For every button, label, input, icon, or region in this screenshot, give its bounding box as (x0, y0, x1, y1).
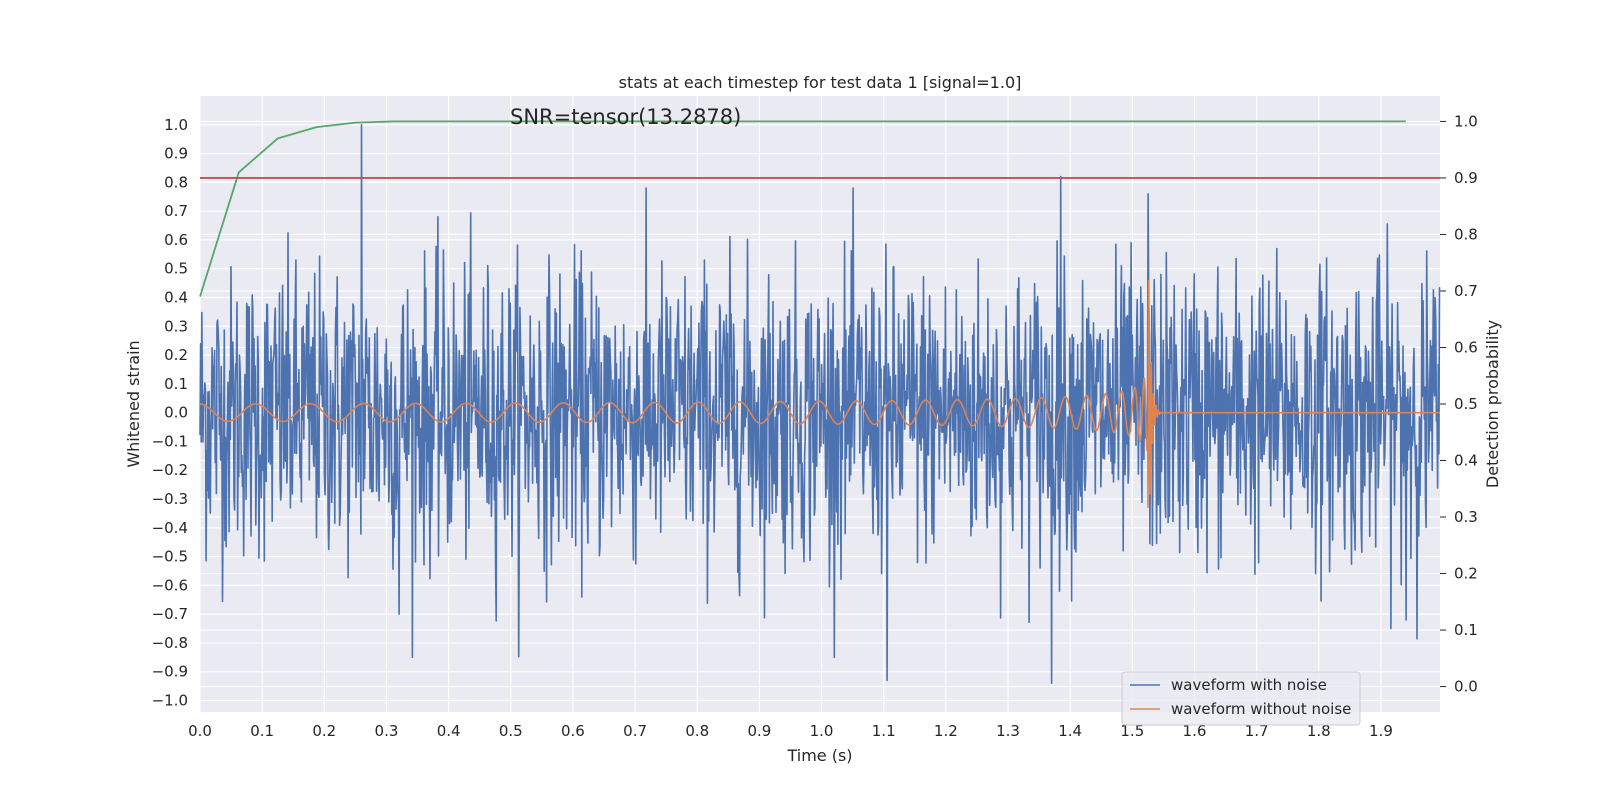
legend-label-clean: waveform without noise (1171, 700, 1351, 718)
y-tick-label: −0.6 (152, 576, 188, 594)
x-tick-label: 1.7 (1245, 722, 1269, 740)
y-tick-label: −0.8 (152, 634, 188, 652)
y-tick-label: 0.7 (164, 202, 188, 220)
y-tick-label: −0.2 (152, 461, 188, 479)
y-tick-label: 0.1 (164, 375, 188, 393)
x-tick-label: 0.8 (685, 722, 709, 740)
y-tick-label: 0.0 (164, 404, 188, 422)
x-tick-label: 0.0 (188, 722, 212, 740)
x-tick-label: 0.1 (250, 722, 274, 740)
y-tick-label: −0.7 (152, 605, 188, 623)
clean-waveform-line (199, 280, 1441, 509)
y-axis-label: Whitened strain (124, 340, 143, 467)
noisy-waveform-line (199, 124, 1441, 684)
series-layer (199, 120, 1441, 684)
x-tick-label: 1.5 (1120, 722, 1144, 740)
x-tick-labels: 0.0 0.1 0.2 0.3 0.4 0.5 0.6 0.7 0.8 0.9 1.0 1.1 1.2 1… (188, 722, 1393, 740)
legend-label-noise: waveform with noise (1171, 676, 1327, 694)
y2-tick-label: 0.7 (1454, 282, 1478, 300)
y-tick-label: −0.9 (152, 663, 188, 681)
x-tick-label: 0.5 (499, 722, 523, 740)
y-tick-label: −0.1 (152, 432, 188, 450)
y2-tick-label: 0.8 (1454, 225, 1478, 243)
x-tick-label: 0.9 (747, 722, 771, 740)
y2-tick-label: 0.5 (1454, 395, 1478, 413)
detection-probability-line (199, 120, 1406, 297)
y-tick-label: 0.2 (164, 346, 188, 364)
y2-tick-labels: 1.0 0.9 0.8 0.7 0.6 0.5 0.4 0.3 0.2 0.1 0.0 (1440, 112, 1478, 696)
y2-tick-label: 0.6 (1454, 338, 1478, 356)
y2-tick-label: 0.2 (1454, 565, 1478, 583)
x-tick-label: 1.6 (1183, 722, 1207, 740)
y2-tick-label: 0.9 (1454, 169, 1478, 187)
x-tick-label: 0.3 (375, 722, 399, 740)
y-tick-label: 0.5 (164, 260, 188, 278)
y-tick-label: 0.4 (164, 288, 188, 306)
x-tick-label: 0.6 (561, 722, 585, 740)
y2-tick-label: 0.3 (1454, 508, 1478, 526)
y2-tick-label: 0.1 (1454, 621, 1478, 639)
y2-tick-label: 1.0 (1454, 112, 1478, 130)
legend-box (1121, 671, 1361, 726)
y-tick-label: 0.3 (164, 317, 188, 335)
y2-tick-label: 0.0 (1454, 678, 1478, 696)
x-tick-label: 1.4 (1058, 722, 1082, 740)
grid (199, 96, 1440, 712)
x-axis-label: Time (s) (786, 746, 852, 765)
x-tick-label: 0.2 (312, 722, 336, 740)
y-tick-label: −0.4 (152, 519, 188, 537)
y-tick-label: 0.8 (164, 173, 188, 191)
x-tick-label: 0.7 (623, 722, 647, 740)
y-tick-label: 0.6 (164, 231, 188, 249)
snr-annotation: SNR=tensor(13.2878) (510, 105, 741, 129)
x-tick-label: 1.8 (1307, 722, 1331, 740)
y-tick-label: 0.9 (164, 145, 188, 163)
y-tick-label: 1.0 (164, 116, 188, 134)
x-tick-label: 1.0 (810, 722, 834, 740)
x-tick-label: 1.2 (934, 722, 958, 740)
y-tick-labels: 1.0 0.9 0.8 0.7 0.6 0.5 0.4 0.3 0.2 0.1 0.0 −0.1 −0.… (152, 116, 188, 710)
y-tick-label: −0.5 (152, 548, 188, 566)
legend: waveform with noise waveform without noi… (1121, 671, 1361, 726)
y-tick-label: −0.3 (152, 490, 188, 508)
x-tick-label: 0.4 (437, 722, 461, 740)
x-tick-label: 1.1 (872, 722, 896, 740)
y2-axis-label: Detection probability (1483, 320, 1502, 488)
y2-tick-label: 0.4 (1454, 452, 1478, 470)
x-tick-label: 1.9 (1369, 722, 1393, 740)
y-tick-label: −1.0 (152, 691, 188, 709)
x-tick-label: 1.3 (996, 722, 1020, 740)
chart-title: stats at each timestep for test data 1 [… (619, 73, 1022, 92)
